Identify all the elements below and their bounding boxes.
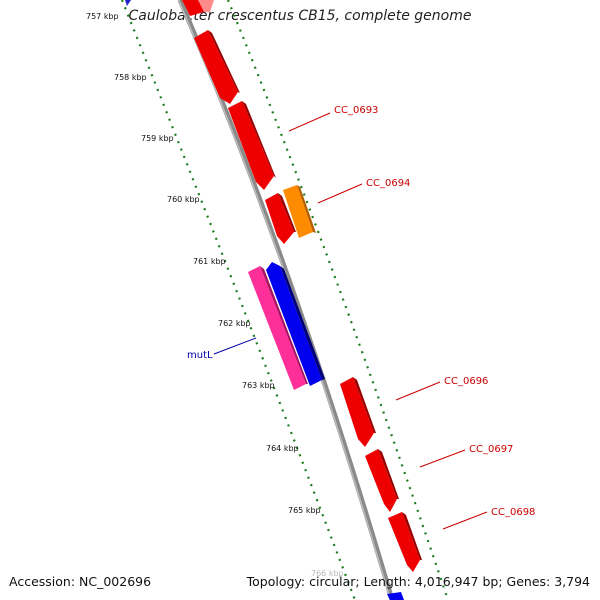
- gene-red-2: [228, 101, 274, 190]
- gene-red-5: [365, 449, 397, 512]
- gene-top-blue: [125, 0, 131, 6]
- inner-tick-ring: [120, 0, 357, 600]
- leader-cc-0698: [442, 511, 488, 530]
- gene-mutl-shade: [260, 266, 308, 384]
- gene-red-1-shade: [208, 30, 240, 93]
- gene-red-1: [194, 30, 238, 104]
- leader-cc-0694: [317, 183, 363, 204]
- gene-mutl: [248, 266, 306, 390]
- gene-red-2-shade: [242, 101, 276, 178]
- gene-red-6: [388, 512, 420, 572]
- leader-cc-0693: [288, 112, 331, 132]
- gene-red-4: [340, 377, 374, 447]
- outer-tick-ring: [226, 0, 450, 600]
- map-title: Caulobacter crescentus CB15, complete ge…: [128, 8, 472, 24]
- gene-label-cc-0697: CC_0697: [469, 444, 513, 455]
- ruler-tick-759: 759 kbp: [141, 134, 174, 143]
- leader-mutl: [213, 337, 257, 355]
- gene-red-3-shade: [278, 193, 296, 232]
- leader-cc-0697: [419, 449, 466, 468]
- ruler-tick-763: 763 kbp: [242, 381, 275, 390]
- gene-label-cc-0693: CC_0693: [334, 105, 378, 116]
- gene-blue-inner: [266, 262, 322, 386]
- accession-label: Accession: NC_002696: [9, 574, 152, 589]
- gene-label-cc-0698: CC_0698: [491, 507, 535, 518]
- gene-red-4-shade: [353, 377, 376, 433]
- gene-red-6-shade: [402, 512, 422, 560]
- gene-orange-shade: [297, 185, 316, 233]
- ruler-tick-760: 760 kbp: [167, 195, 200, 204]
- gene-label-cc-0696: CC_0696: [444, 376, 488, 387]
- ruler-tick-766: 766 kbp: [311, 569, 344, 578]
- ruler-tick-761: 761 kbp: [193, 257, 226, 266]
- ruler-tick-765: 765 kbp: [288, 506, 321, 515]
- gene-bottom-blue: [387, 592, 404, 600]
- gene-blue-inner-shade: [280, 266, 325, 380]
- gene-top-red: [182, 0, 204, 16]
- gene-label-mutl: mutL: [187, 350, 213, 361]
- ruler-tick-764: 764 kbp: [266, 444, 299, 453]
- gene-label-cc-0694: CC_0694: [366, 178, 410, 189]
- topology-label: Topology: circular; Length: 4,016,947 bp…: [246, 574, 590, 589]
- ruler-tick-757: 757 kbp: [86, 12, 119, 21]
- gene-orange: [283, 185, 313, 238]
- leader-cc-0696: [395, 381, 441, 401]
- gene-red-5-shade: [378, 449, 399, 499]
- gene-red-3: [265, 193, 294, 244]
- ruler-tick-762: 762 kbp: [218, 319, 251, 328]
- ruler-tick-758: 758 kbp: [114, 73, 147, 82]
